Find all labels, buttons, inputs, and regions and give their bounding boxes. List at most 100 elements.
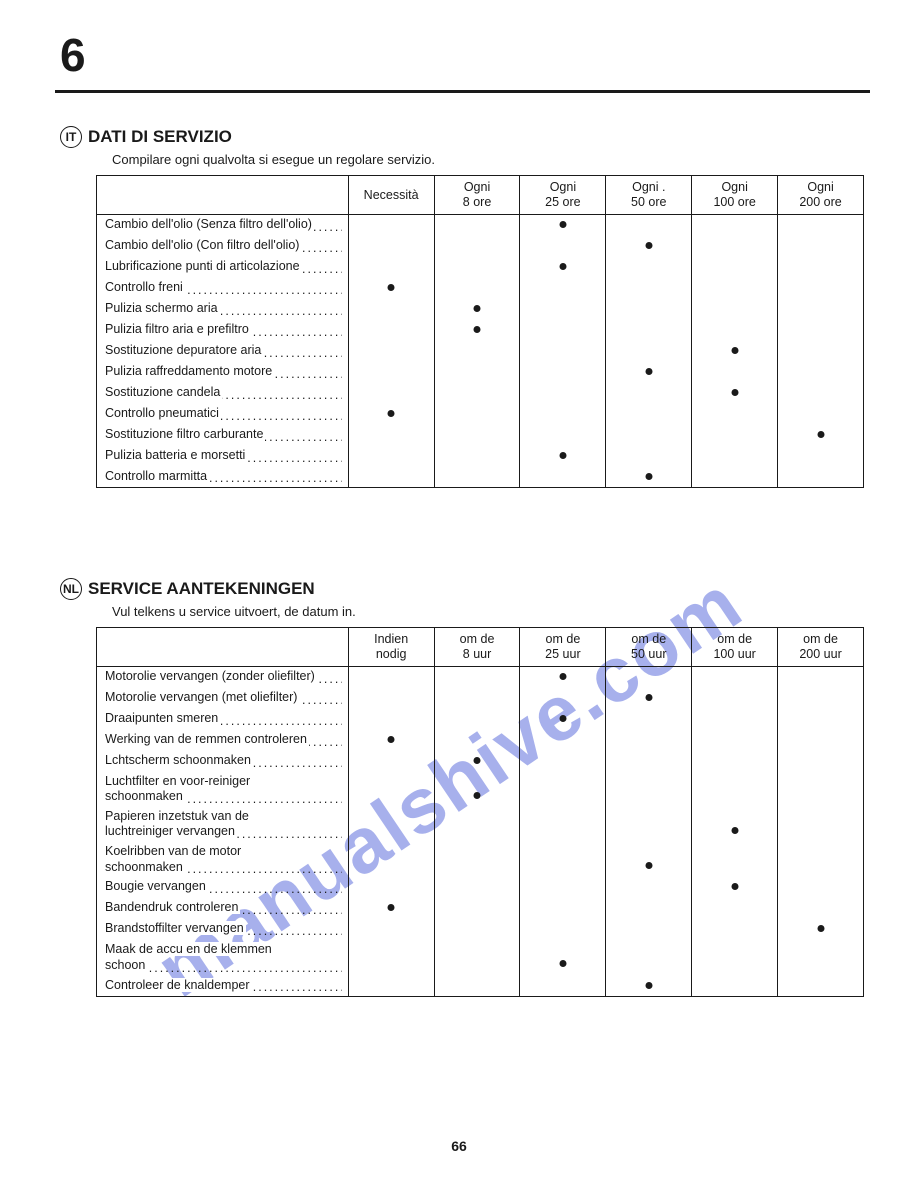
row-label: ........................................… <box>97 299 349 320</box>
bullet-icon <box>474 757 481 764</box>
interval-cell <box>692 976 778 997</box>
interval-cell <box>606 404 692 425</box>
row-label: ........................................… <box>97 215 349 236</box>
bullet-icon <box>388 904 395 911</box>
interval-cell <box>778 730 864 751</box>
interval-cell <box>692 751 778 772</box>
interval-cell <box>434 807 520 842</box>
page-number: 66 <box>0 1138 918 1154</box>
row-label: ........................................… <box>97 320 349 341</box>
interval-cell <box>434 446 520 467</box>
interval-cell <box>692 709 778 730</box>
row-label: ........................................… <box>97 877 349 898</box>
interval-cell <box>692 383 778 404</box>
interval-cell <box>434 362 520 383</box>
interval-cell <box>348 425 434 446</box>
row-label-text: Sostituzione candela <box>105 385 222 399</box>
interval-cell <box>606 320 692 341</box>
interval-cell <box>778 341 864 362</box>
interval-cell <box>692 898 778 919</box>
row-label: ........................................… <box>97 688 349 709</box>
interval-cell <box>692 467 778 488</box>
bullet-icon <box>388 736 395 743</box>
interval-cell <box>520 919 606 940</box>
it-col-header: Ogni25 ore <box>520 176 606 215</box>
interval-cell <box>434 772 520 807</box>
interval-cell <box>606 215 692 236</box>
section-nl-heading-row: NL SERVICE AANTEKENINGEN <box>60 578 860 600</box>
row-label-text: Bandendruk controleren <box>105 900 240 914</box>
bullet-icon <box>645 242 652 249</box>
interval-cell <box>606 877 692 898</box>
row-label-text: Cambio dell'olio (Con filtro dell'olio) <box>105 238 301 252</box>
interval-cell <box>520 842 606 877</box>
interval-cell <box>520 976 606 997</box>
interval-cell <box>348 404 434 425</box>
table-row: ........................................… <box>97 976 864 997</box>
interval-cell <box>348 383 434 404</box>
interval-cell <box>434 404 520 425</box>
table-row: ........................................… <box>97 772 864 807</box>
interval-cell <box>348 919 434 940</box>
interval-cell <box>606 976 692 997</box>
interval-cell <box>520 467 606 488</box>
interval-cell <box>692 341 778 362</box>
interval-cell <box>520 667 606 688</box>
bullet-icon <box>645 473 652 480</box>
interval-cell <box>520 730 606 751</box>
bullet-icon <box>559 960 566 967</box>
interval-cell <box>692 299 778 320</box>
interval-cell <box>348 446 434 467</box>
row-label: ........................................… <box>97 362 349 383</box>
interval-cell <box>520 877 606 898</box>
section-nl-subheading: Vul telkens u service uitvoert, de datum… <box>112 604 860 619</box>
interval-cell <box>778 772 864 807</box>
interval-cell <box>520 236 606 257</box>
interval-cell <box>778 751 864 772</box>
interval-cell <box>348 898 434 919</box>
interval-cell <box>348 215 434 236</box>
interval-cell <box>434 688 520 709</box>
nl-col-header: om de8 uur <box>434 628 520 667</box>
row-label-text: Pulizia batteria e morsetti <box>105 448 247 462</box>
table-row: ........................................… <box>97 362 864 383</box>
table-row: ........................................… <box>97 236 864 257</box>
interval-cell <box>348 877 434 898</box>
interval-cell <box>692 772 778 807</box>
row-label: ........................................… <box>97 341 349 362</box>
table-row: ........................................… <box>97 467 864 488</box>
interval-cell <box>520 404 606 425</box>
bullet-icon <box>559 263 566 270</box>
row-label-text: Controllo pneumatici <box>105 406 221 420</box>
row-label: ........................................… <box>97 257 349 278</box>
row-label-text: Bougie vervangen <box>105 879 208 893</box>
service-table-it: NecessitàOgni8 oreOgni25 oreOgni .50 ore… <box>96 175 864 488</box>
section-it-heading: DATI DI SERVIZIO <box>88 127 232 147</box>
row-label: ........................................… <box>97 842 349 877</box>
interval-cell <box>348 730 434 751</box>
interval-cell <box>520 341 606 362</box>
interval-cell <box>434 278 520 299</box>
nl-col-header <box>97 628 349 667</box>
interval-cell <box>606 898 692 919</box>
interval-cell <box>778 362 864 383</box>
header-rule <box>55 90 870 93</box>
table-row: ........................................… <box>97 688 864 709</box>
it-col-header: Ogni .50 ore <box>606 176 692 215</box>
section-it-subheading: Compilare ogni qualvolta si esegue un re… <box>112 152 860 167</box>
row-label-text: Cambio dell'olio (Senza filtro dell'olio… <box>105 217 314 231</box>
interval-cell <box>606 278 692 299</box>
table-row: ........................................… <box>97 919 864 940</box>
interval-cell <box>348 709 434 730</box>
interval-cell <box>520 215 606 236</box>
interval-cell <box>692 362 778 383</box>
row-label-text: Controllo marmitta <box>105 469 209 483</box>
bullet-icon <box>388 284 395 291</box>
interval-cell <box>434 215 520 236</box>
bullet-icon <box>559 452 566 459</box>
table-row: ........................................… <box>97 299 864 320</box>
interval-cell <box>348 299 434 320</box>
bullet-icon <box>731 389 738 396</box>
interval-cell <box>520 751 606 772</box>
nl-col-header: Indiennodig <box>348 628 434 667</box>
